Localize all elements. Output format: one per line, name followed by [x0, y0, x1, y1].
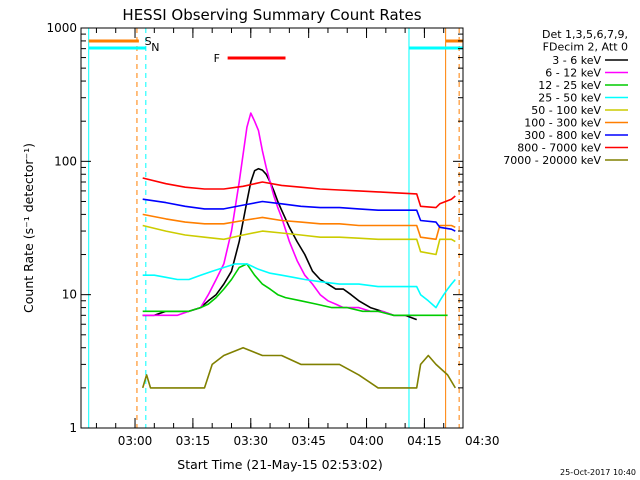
x-tick-label: 04:15 — [407, 434, 442, 448]
footer-timestamp: 25-Oct-2017 10:40 — [560, 468, 636, 477]
x-tick-label: 04:00 — [349, 434, 384, 448]
series-line-2 — [142, 263, 448, 317]
legend: Det 1,3,5,6,7,9,FDecim 2, Att 03 - 6 keV… — [503, 28, 628, 167]
legend-entry-label: 100 - 300 keV — [524, 117, 601, 130]
plot-content: S N F — [88, 28, 463, 428]
series-line-1 — [142, 112, 417, 317]
x-tick-label: 03:45 — [291, 434, 326, 448]
y-tick-label: 1000 — [46, 21, 77, 35]
series-line-8 — [141, 346, 456, 389]
y-tick-label: 10 — [62, 288, 77, 302]
legend-entry-label: 3 - 6 keV — [552, 54, 601, 67]
y-tick-label: 1 — [69, 421, 77, 435]
plot-frame — [80, 27, 464, 429]
legend-entry-label: 12 - 25 keV — [538, 79, 601, 92]
x-tick-label: 03:00 — [118, 434, 153, 448]
legend-entry-label: 6 - 12 keV — [545, 67, 601, 80]
legend-entry-label: 300 - 800 keV — [524, 129, 601, 142]
series-line-3 — [142, 263, 456, 309]
legend-entry-label: 50 - 100 keV — [531, 104, 601, 117]
legend-entry-label: 800 - 7000 keV — [517, 142, 601, 155]
series-line-5 — [142, 213, 456, 241]
annotation-s: S — [145, 35, 152, 48]
legend-entry-label: 25 - 50 keV — [538, 92, 601, 105]
chart-title: HESSI Observing Summary Count Rates — [122, 6, 421, 24]
x-tick-label: 03:30 — [233, 434, 268, 448]
y-axis-label: Count Rate (s⁻¹ detector⁻¹) — [21, 143, 36, 313]
plot-area: S N F — [88, 28, 463, 428]
x-axis-label: Start Time (21-May-15 02:53:02) — [177, 457, 382, 472]
series-line-4 — [142, 224, 456, 256]
legend-entry-label: 7000 - 20000 keV — [503, 154, 601, 167]
x-tick-label: 03:15 — [176, 434, 211, 448]
annotation-n: N — [151, 41, 159, 54]
annotation-f: F — [214, 52, 220, 65]
series-line-7 — [142, 177, 456, 209]
series-line-6 — [142, 198, 456, 232]
x-tick-label: 04:30 — [465, 434, 500, 448]
y-tick-label: 100 — [54, 154, 77, 168]
axes: 1 10 100 1000 03:00 03:15 03:30 03:45 04:00 04:15… — [46, 21, 499, 448]
legend-header: FDecim 2, Att 0 — [543, 41, 628, 54]
legend-header: Det 1,3,5,6,7,9, — [542, 28, 628, 41]
